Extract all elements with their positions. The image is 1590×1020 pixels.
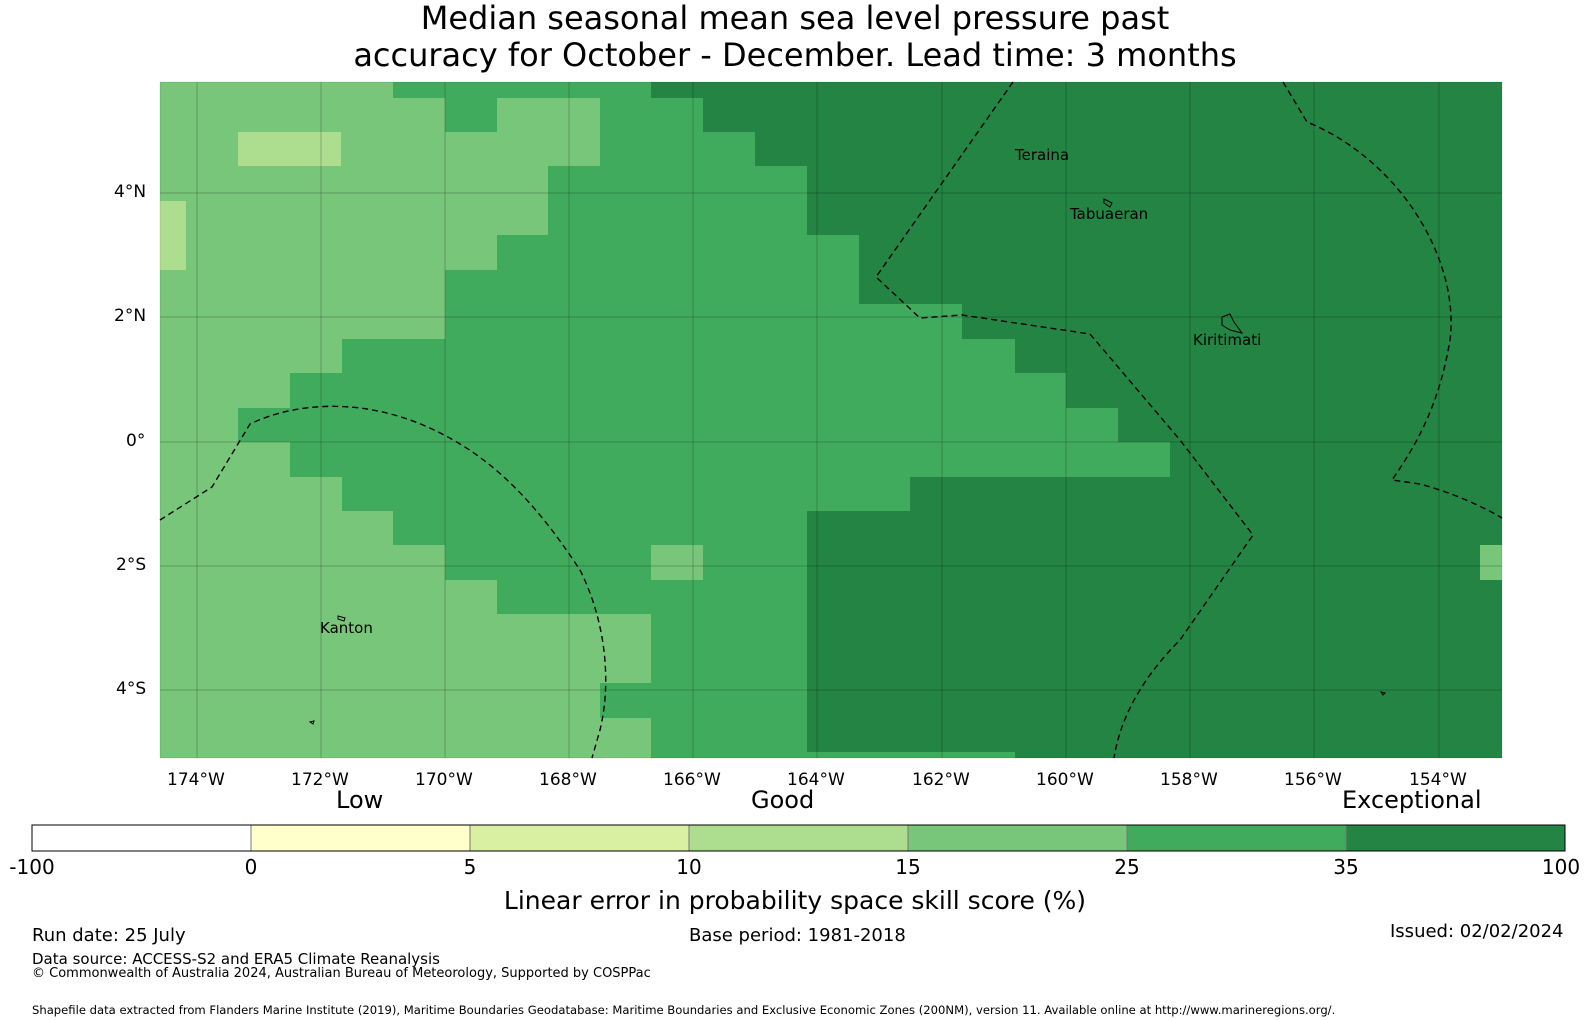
colorbar-tick: 10 [676, 855, 702, 879]
chart-title: Median seasonal mean sea level pressure … [0, 0, 1590, 74]
skill-region-15-25 [160, 82, 651, 758]
colorbar-tick: 25 [1114, 855, 1140, 879]
lon-label: 158°W [1160, 770, 1218, 790]
lon-label: 166°W [663, 770, 721, 790]
colorbar-segment-2 [250, 824, 471, 852]
copyright: © Commonwealth of Australia 2024, Austra… [32, 966, 651, 981]
colorbar-tick: 15 [895, 855, 921, 879]
colorbar-segment-7 [1345, 824, 1566, 852]
lat-label: 4°S [116, 679, 147, 699]
lon-label: 162°W [912, 770, 970, 790]
lat-label: 0° [126, 431, 146, 451]
place-label-kiritimati: Kiritimati [1193, 331, 1262, 349]
eez-boundaries [159, 81, 1503, 759]
colorbar-segment-5 [907, 824, 1128, 852]
lat-label: 4°N [114, 182, 147, 202]
small-island-2 [308, 720, 315, 725]
lon-label: 164°W [787, 770, 845, 790]
colorbar-title: Linear error in probability space skill … [503, 886, 1087, 915]
lon-label: 170°W [415, 770, 473, 790]
place-label-teraina: Teraina [1015, 146, 1070, 164]
colorbar-tick: 5 [463, 855, 477, 879]
lon-label: 156°W [1284, 770, 1342, 790]
islands [308, 198, 1386, 725]
lon-label: 168°W [539, 770, 597, 790]
place-label-tabuaeran: Tabuaeran [1070, 205, 1149, 223]
graticule [160, 82, 1502, 758]
skill-patch-15-25-center [651, 545, 703, 580]
tabuaeran-island [1103, 198, 1113, 208]
shapefile-credit: Shapefile data extracted from Flanders M… [32, 1003, 1336, 1017]
colorbar-tick: 0 [244, 855, 258, 879]
eez-east-boundary [1282, 81, 1503, 519]
issued-date: Issued: 02/02/2024 [1390, 921, 1564, 942]
lat-label: 2°S [116, 555, 147, 575]
lat-label: 2°N [114, 306, 147, 326]
colorbar [31, 824, 1566, 852]
colorbar-segment-3 [469, 824, 690, 852]
colorbar-category-low: Low [336, 786, 384, 814]
eez-line-islands-boundary [875, 81, 1254, 759]
lon-label: 174°W [167, 770, 225, 790]
lon-label: 172°W [291, 770, 349, 790]
map-frame [159, 81, 1503, 759]
eez-phoenix-boundary [159, 405, 607, 759]
kiritimati-island [1221, 313, 1244, 334]
colorbar-category-good: Good [751, 786, 815, 814]
place-label-kanton: Kanton [320, 619, 373, 637]
base-period: Base period: 1981-2018 [689, 925, 906, 946]
skill-region-35-100-north [651, 82, 1502, 758]
small-island-1 [1379, 691, 1386, 696]
colorbar-segment-1 [31, 824, 252, 852]
data-source: Data source: ACCESS-S2 and ERA5 Climate … [32, 950, 440, 968]
colorbar-tick: -100 [9, 855, 55, 879]
colorbar-segment-4 [688, 824, 909, 852]
lon-label: 160°W [1036, 770, 1094, 790]
run-date: Run date: 25 July [32, 925, 186, 946]
kanton-island [337, 615, 346, 622]
title-line-1: Median seasonal mean sea level pressure … [420, 0, 1170, 37]
skill-patch-10-15-west [160, 201, 186, 270]
skill-patch-15-25-east [1480, 545, 1502, 580]
colorbar-tick: 100 [1541, 855, 1581, 879]
colorbar-segment-6 [1126, 824, 1347, 852]
skill-patch-10-15 [238, 132, 341, 166]
title-line-2: accuracy for October - December. Lead ti… [353, 36, 1237, 74]
colorbar-tick: 35 [1333, 855, 1359, 879]
colorbar-frame [31, 824, 1566, 852]
lon-label: 154°W [1409, 770, 1467, 790]
colorbar-category-exceptional: Exceptional [1342, 786, 1482, 814]
